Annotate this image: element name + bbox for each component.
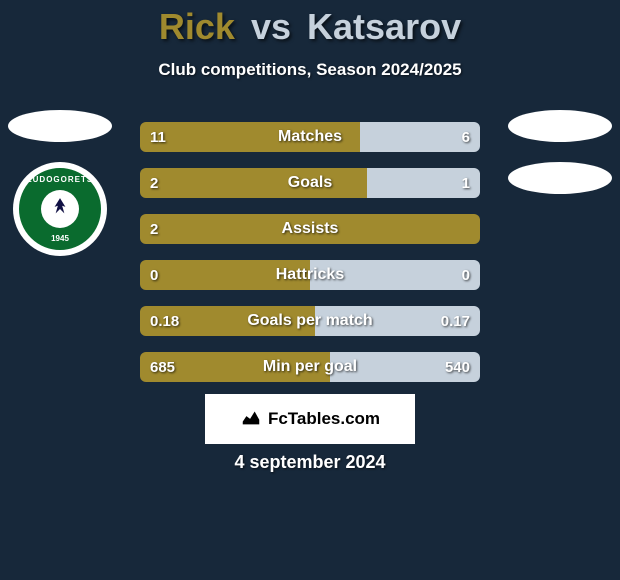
stat-val-left: 0 — [150, 260, 158, 290]
badge-bottom-text: 1945 — [51, 234, 69, 243]
subtitle: Club competitions, Season 2024/2025 — [0, 60, 620, 80]
stat-val-right: 6 — [462, 122, 470, 152]
stat-seg-right — [310, 260, 480, 290]
stat-seg-left — [140, 260, 310, 290]
p1-photo-placeholder — [8, 110, 112, 142]
side-right — [500, 110, 620, 194]
stat-val-right: 1 — [462, 168, 470, 198]
stat-val-left: 685 — [150, 352, 175, 382]
stat-seg-left — [140, 214, 480, 244]
stat-seg-left — [140, 168, 367, 198]
footer-brand-box: FcTables.com — [205, 394, 415, 444]
stat-val-right: 0.17 — [441, 306, 470, 336]
stat-val-left: 2 — [150, 214, 158, 244]
stat-row: Goals per match0.180.17 — [140, 306, 480, 336]
title-p2: Katsarov — [307, 6, 461, 47]
p2-club-placeholder — [508, 162, 612, 194]
page-title: Rick vs Katsarov — [0, 0, 620, 48]
stat-row: Min per goal685540 — [140, 352, 480, 382]
stat-val-right: 0 — [462, 260, 470, 290]
footer-brand-text: FcTables.com — [268, 409, 380, 429]
chart-icon — [240, 406, 262, 433]
title-vs: vs — [251, 6, 291, 47]
title-p1: Rick — [159, 6, 235, 47]
date-text: 4 september 2024 — [0, 452, 620, 473]
stat-val-left: 2 — [150, 168, 158, 198]
stat-seg-left — [140, 122, 360, 152]
stats-chart: Matches116Goals21Assists2Hattricks00Goal… — [140, 122, 480, 398]
stat-row: Hattricks00 — [140, 260, 480, 290]
stat-row: Goals21 — [140, 168, 480, 198]
stat-val-left: 11 — [150, 122, 166, 152]
stat-row: Assists2 — [140, 214, 480, 244]
eagle-icon — [41, 190, 79, 228]
stat-row: Matches116 — [140, 122, 480, 152]
stat-val-right: 540 — [445, 352, 470, 382]
badge-top-text: LUDOGORETS — [27, 175, 93, 184]
p2-photo-placeholder — [508, 110, 612, 142]
side-left: LUDOGORETS 1945 — [0, 110, 120, 256]
p1-club-badge: LUDOGORETS 1945 — [13, 162, 107, 256]
stat-val-left: 0.18 — [150, 306, 179, 336]
